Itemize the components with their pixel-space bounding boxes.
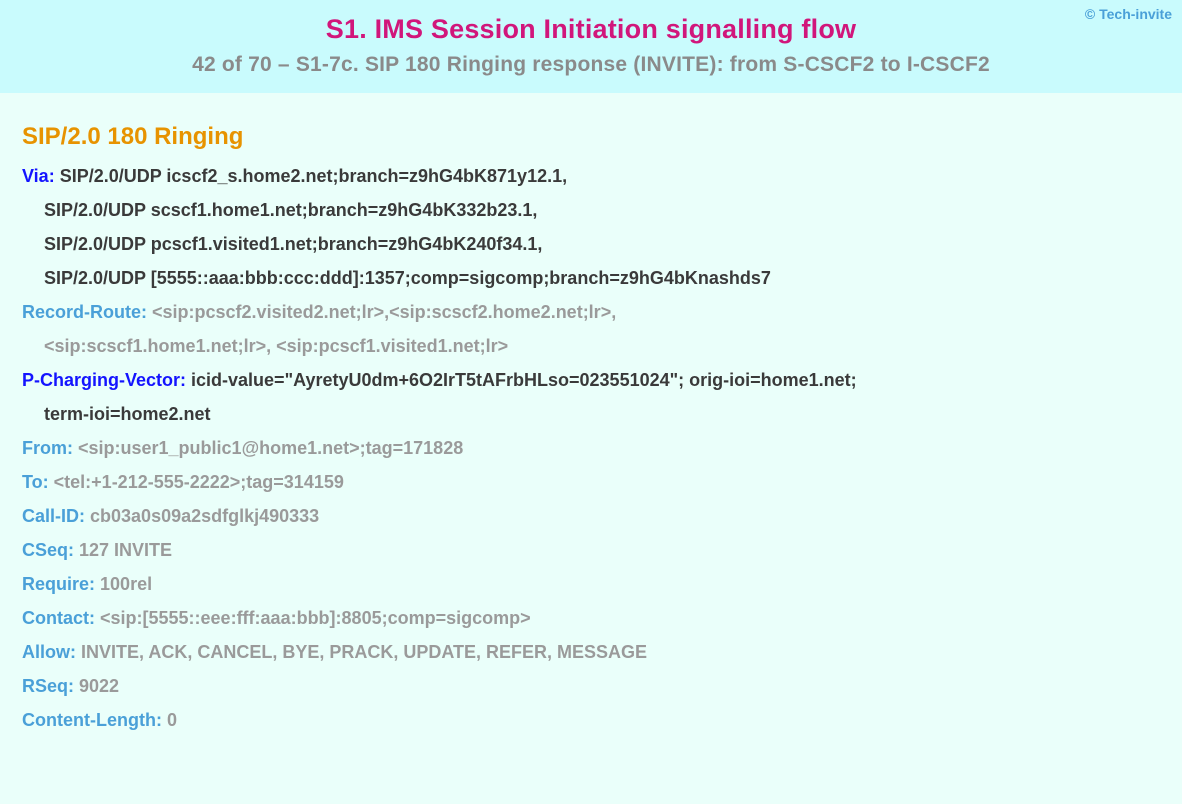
via-value-3: SIP/2.0/UDP [5555::aaa:bbb:ccc:ddd]:1357… xyxy=(22,269,1160,287)
from-line: From: <sip:user1_public1@home1.net>;tag=… xyxy=(22,439,1160,457)
record-route-line-0: Record-Route: <sip:pcscf2.visited2.net;l… xyxy=(22,303,1160,321)
to-value: <tel:+1-212-555-2222>;tag=314159 xyxy=(54,472,344,492)
via-value-2: SIP/2.0/UDP pcscf1.visited1.net;branch=z… xyxy=(22,235,1160,253)
content-length-value: 0 xyxy=(167,710,177,730)
content-length-line: Content-Length: 0 xyxy=(22,711,1160,729)
from-value: <sip:user1_public1@home1.net>;tag=171828 xyxy=(78,438,463,458)
contact-line: Contact: <sip:[5555::eee:fff:aaa:bbb]:88… xyxy=(22,609,1160,627)
call-id-line: Call-ID: cb03a0s09a2sdfglkj490333 xyxy=(22,507,1160,525)
via-line-0: Via: SIP/2.0/UDP icscf2_s.home2.net;bran… xyxy=(22,167,1160,185)
title-sub: 42 of 70 – S1-7c. SIP 180 Ringing respon… xyxy=(20,53,1162,77)
allow-label: Allow xyxy=(22,642,70,662)
via-value-0: SIP/2.0/UDP icscf2_s.home2.net;branch=z9… xyxy=(60,166,567,186)
to-line: To: <tel:+1-212-555-2222>;tag=314159 xyxy=(22,473,1160,491)
copyright-text: © Tech-invite xyxy=(1085,6,1172,22)
p-charging-vector-value-0: icid-value="AyretyU0dm+6O2IrT5tAFrbHLso=… xyxy=(191,370,857,390)
record-route-value-1: <sip:scscf1.home1.net;lr>, <sip:pcscf1.v… xyxy=(22,337,1160,355)
allow-line: Allow: INVITE, ACK, CANCEL, BYE, PRACK, … xyxy=(22,643,1160,661)
require-value: 100rel xyxy=(100,574,152,594)
require-line: Require: 100rel xyxy=(22,575,1160,593)
call-id-value: cb03a0s09a2sdfglkj490333 xyxy=(90,506,319,526)
rseq-line: RSeq: 9022 xyxy=(22,677,1160,695)
contact-value: <sip:[5555::eee:fff:aaa:bbb]:8805;comp=s… xyxy=(100,608,531,628)
allow-value: INVITE, ACK, CANCEL, BYE, PRACK, UPDATE,… xyxy=(81,642,647,662)
sip-status-line: SIP/2.0 180 Ringing xyxy=(22,123,1160,151)
content-length-label: Content-Length xyxy=(22,710,156,730)
p-charging-vector-line-0: P-Charging-Vector: icid-value="AyretyU0d… xyxy=(22,371,1160,389)
cseq-line: CSeq: 127 INVITE xyxy=(22,541,1160,559)
p-charging-vector-label: P-Charging-Vector xyxy=(22,370,180,390)
cseq-label: CSeq xyxy=(22,540,68,560)
from-label: From xyxy=(22,438,67,458)
call-id-label: Call-ID xyxy=(22,506,79,526)
record-route-value-0: <sip:pcscf2.visited2.net;lr>,<sip:scscf2… xyxy=(152,302,616,322)
page-root: © Tech-invite S1. IMS Session Initiation… xyxy=(0,0,1182,804)
require-label: Require xyxy=(22,574,89,594)
via-label: Via xyxy=(22,166,49,186)
contact-label: Contact xyxy=(22,608,89,628)
via-value-1: SIP/2.0/UDP scscf1.home1.net;branch=z9hG… xyxy=(22,201,1160,219)
record-route-label: Record-Route xyxy=(22,302,141,322)
cseq-value: 127 INVITE xyxy=(79,540,172,560)
p-charging-vector-value-1: term-ioi=home2.net xyxy=(22,405,1160,423)
to-label: To xyxy=(22,472,43,492)
header-band: © Tech-invite S1. IMS Session Initiation… xyxy=(0,0,1182,93)
sip-message-body: SIP/2.0 180 Ringing Via: SIP/2.0/UDP ics… xyxy=(0,93,1182,765)
title-main: S1. IMS Session Initiation signalling fl… xyxy=(20,14,1162,45)
rseq-label: RSeq xyxy=(22,676,68,696)
rseq-value: 9022 xyxy=(79,676,119,696)
